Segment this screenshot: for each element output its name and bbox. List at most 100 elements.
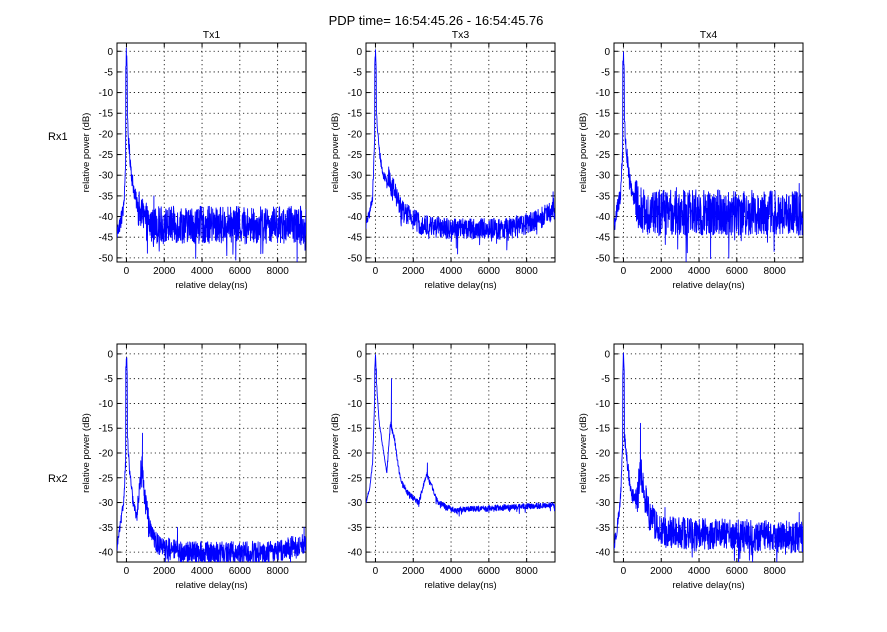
x-tick-label: 6000 (229, 266, 252, 277)
y-tick-label: -40 (99, 548, 114, 559)
x-tick-label: 8000 (764, 566, 787, 577)
pdp-trace (366, 354, 555, 517)
x-tick-label: 8000 (267, 266, 290, 277)
x-tick-label: 2000 (650, 566, 673, 577)
pdp-trace (366, 49, 555, 255)
x-tick-label: 4000 (191, 266, 214, 277)
subplot-title: Tx1 (203, 29, 221, 41)
row-label-rx2: Rx2 (48, 473, 68, 485)
row-label-rx1: Rx1 (48, 131, 68, 143)
y-tick-label: -45 (596, 233, 611, 244)
y-axis-label: relative power (dB) (578, 413, 589, 493)
pdp-trace (614, 352, 803, 562)
y-tick-label: -15 (596, 109, 611, 120)
y-tick-label: -20 (99, 449, 114, 460)
y-tick-label: -15 (348, 109, 363, 120)
y-tick-label: -25 (99, 150, 114, 161)
y-tick-label: -15 (596, 424, 611, 435)
x-tick-label: 0 (621, 266, 627, 277)
y-tick-label: 0 (356, 47, 362, 58)
y-tick-label: -10 (596, 399, 611, 410)
y-tick-label: -25 (596, 473, 611, 484)
x-tick-label: 0 (621, 566, 627, 577)
y-tick-label: -25 (99, 473, 114, 484)
y-axis-label: relative power (dB) (330, 113, 341, 193)
y-tick-label: -30 (348, 171, 363, 182)
subplot-rx1-tx4: 0 2000 4000 6000 8000 0 -5 -10 -15 -20 -25 -30 -35 -4… (578, 29, 804, 291)
x-tick-label: 2000 (650, 266, 673, 277)
y-tick-label: -5 (104, 374, 113, 385)
y-tick-label: -50 (348, 253, 363, 264)
y-tick-label: -20 (596, 129, 611, 140)
x-axis-label: relative delay(ns) (672, 580, 744, 591)
y-tick-label: -5 (353, 374, 362, 385)
x-tick-label: 6000 (478, 266, 501, 277)
y-tick-label: -40 (348, 548, 363, 559)
y-tick-label: -30 (596, 498, 611, 509)
y-tick-label: -35 (99, 523, 114, 534)
x-tick-label: 2000 (153, 566, 176, 577)
y-axis-label: relative power (dB) (578, 113, 589, 193)
y-tick-label: -25 (596, 150, 611, 161)
x-tick-label: 6000 (726, 566, 749, 577)
y-tick-label: -30 (596, 171, 611, 182)
pdp-trace (614, 51, 803, 262)
x-tick-label: 6000 (478, 566, 501, 577)
y-tick-label: -10 (99, 88, 114, 99)
y-tick-label: -35 (348, 191, 363, 202)
axes-frame (613, 343, 804, 563)
y-tick-label: 0 (604, 349, 610, 360)
x-tick-label: 8000 (516, 266, 539, 277)
x-tick-label: 0 (373, 566, 379, 577)
y-tick-label: -20 (99, 129, 114, 140)
x-tick-label: 4000 (688, 266, 711, 277)
x-tick-label: 8000 (516, 566, 539, 577)
y-tick-label: -10 (348, 399, 363, 410)
y-tick-label: -15 (348, 424, 363, 435)
y-tick-label: -10 (348, 88, 363, 99)
y-tick-label: -20 (596, 449, 611, 460)
subplot-rx2-tx1: 0 2000 4000 6000 8000 0 -5 -10 -15 -20 -25 -30 -35 -4… (81, 343, 307, 591)
x-tick-label: 4000 (440, 266, 463, 277)
y-tick-label: -40 (348, 212, 363, 223)
y-tick-label: -20 (348, 129, 363, 140)
x-axis-label: relative delay(ns) (175, 280, 247, 291)
x-tick-label: 2000 (402, 266, 425, 277)
x-tick-label: 6000 (726, 266, 749, 277)
x-tick-label: 6000 (229, 566, 252, 577)
axes-frame (365, 343, 556, 563)
y-tick-label: -40 (596, 548, 611, 559)
y-axis-label: relative power (dB) (81, 413, 92, 493)
x-tick-label: 0 (124, 266, 130, 277)
y-tick-label: -50 (99, 253, 114, 264)
y-tick-label: -35 (348, 523, 363, 534)
y-tick-label: -25 (348, 473, 363, 484)
x-tick-label: 8000 (764, 266, 787, 277)
y-tick-label: -5 (104, 67, 113, 78)
y-tick-label: -20 (348, 449, 363, 460)
x-tick-label: 4000 (191, 566, 214, 577)
y-tick-label: -15 (99, 109, 114, 120)
x-axis-label: relative delay(ns) (672, 280, 744, 291)
y-tick-label: 0 (604, 47, 610, 58)
pdp-trace (117, 47, 306, 262)
y-tick-label: 0 (356, 349, 362, 360)
y-axis-label: relative power (dB) (330, 413, 341, 493)
y-tick-label: -30 (99, 171, 114, 182)
y-tick-label: -10 (596, 88, 611, 99)
y-tick-label: -5 (353, 67, 362, 78)
subplot-grid: 0 2000 4000 6000 8000 0 -5 -10 -15 -20 -25 -30 -35 -4… (81, 29, 804, 591)
x-axis-label: relative delay(ns) (424, 580, 496, 591)
y-tick-label: -30 (348, 498, 363, 509)
y-tick-label: -15 (99, 424, 114, 435)
y-tick-label: -35 (99, 191, 114, 202)
x-tick-label: 0 (124, 566, 130, 577)
x-tick-label: 2000 (402, 566, 425, 577)
y-tick-label: 0 (107, 349, 113, 360)
subplot-rx1-tx1: 0 2000 4000 6000 8000 0 -5 -10 -15 -20 -25 -30 -35 -4… (81, 29, 307, 291)
y-axis-label: relative power (dB) (81, 113, 92, 193)
y-tick-label: -40 (596, 212, 611, 223)
y-tick-label: -50 (596, 253, 611, 264)
figure-title: PDP time= 16:54:45.26 - 16:54:45.76 (329, 13, 544, 28)
